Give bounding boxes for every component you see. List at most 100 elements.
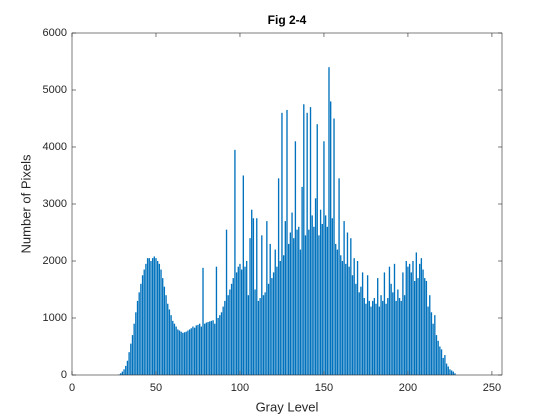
bar [131, 335, 134, 375]
bar [229, 289, 231, 375]
bar [153, 256, 155, 375]
bar [371, 300, 374, 375]
bar [251, 209, 253, 375]
bar [366, 275, 369, 375]
bar [398, 298, 401, 375]
bar [415, 252, 418, 375]
bar [437, 340, 439, 375]
bar [365, 303, 367, 375]
bar [271, 278, 273, 375]
bar [244, 266, 246, 375]
y-tick-label: 3000 [43, 198, 67, 210]
bar [425, 280, 428, 375]
bar [353, 258, 355, 375]
bar [160, 269, 162, 375]
y-tick-label: 0 [61, 369, 67, 381]
bar [408, 263, 411, 375]
bar [393, 263, 396, 375]
bar [323, 141, 325, 375]
bar [368, 300, 370, 375]
bar [343, 221, 345, 375]
bar [121, 371, 124, 375]
bar [355, 283, 357, 375]
y-tick-label: 6000 [43, 27, 67, 39]
bar [338, 178, 340, 375]
bar [146, 258, 149, 375]
bar [167, 303, 169, 375]
y-tick-label: 4000 [43, 141, 67, 153]
bar [405, 261, 407, 375]
bar [370, 306, 372, 375]
bar [274, 249, 276, 375]
bar [284, 221, 286, 375]
bar [377, 278, 379, 375]
bar [138, 292, 140, 375]
bar [123, 369, 125, 375]
bar [403, 295, 406, 375]
bar [321, 223, 323, 375]
bar [378, 306, 381, 375]
bar [126, 360, 129, 375]
bar [267, 283, 270, 375]
bar [200, 326, 203, 375]
bar [202, 267, 204, 375]
bar [400, 300, 402, 375]
bar [227, 295, 229, 375]
bar [454, 373, 456, 375]
bar [434, 315, 436, 375]
bar [234, 149, 236, 375]
bar [145, 263, 147, 375]
bar [363, 298, 365, 375]
bar [215, 266, 218, 375]
bar [412, 261, 414, 375]
x-tick-label: 200 [399, 382, 417, 394]
bar [319, 209, 322, 375]
bar [257, 300, 260, 375]
bar [125, 365, 127, 375]
bar [207, 321, 209, 375]
bar [172, 320, 174, 375]
bar [429, 295, 431, 375]
bar [392, 292, 394, 375]
bar [249, 238, 251, 375]
bar [294, 141, 297, 375]
x-tick-label: 50 [150, 382, 162, 394]
bar [232, 278, 234, 375]
bar [383, 272, 386, 375]
bar [266, 221, 268, 375]
bar [330, 101, 332, 376]
bar [419, 263, 421, 375]
bar [449, 369, 451, 375]
bar [444, 355, 446, 375]
bar [328, 67, 330, 375]
bar [375, 303, 377, 375]
bar [296, 229, 298, 375]
bar [246, 261, 248, 375]
bar [254, 289, 256, 375]
bar [382, 300, 384, 375]
bar [168, 309, 171, 375]
bar [304, 235, 307, 375]
bar [397, 289, 399, 375]
bar [298, 226, 300, 375]
bar [314, 198, 317, 375]
bar [311, 215, 313, 375]
bar [387, 298, 389, 375]
bar [135, 312, 137, 375]
bar [209, 321, 211, 375]
bar [212, 320, 214, 375]
bar [410, 272, 412, 375]
bar [432, 323, 434, 375]
bar [136, 300, 139, 375]
bar [143, 269, 145, 375]
bar [360, 286, 362, 375]
bar [272, 272, 275, 375]
bar [230, 283, 233, 375]
bar [388, 266, 391, 375]
bar [316, 124, 318, 375]
bar [390, 283, 392, 375]
bar [326, 226, 328, 375]
bar [345, 263, 347, 375]
bar [276, 266, 278, 375]
